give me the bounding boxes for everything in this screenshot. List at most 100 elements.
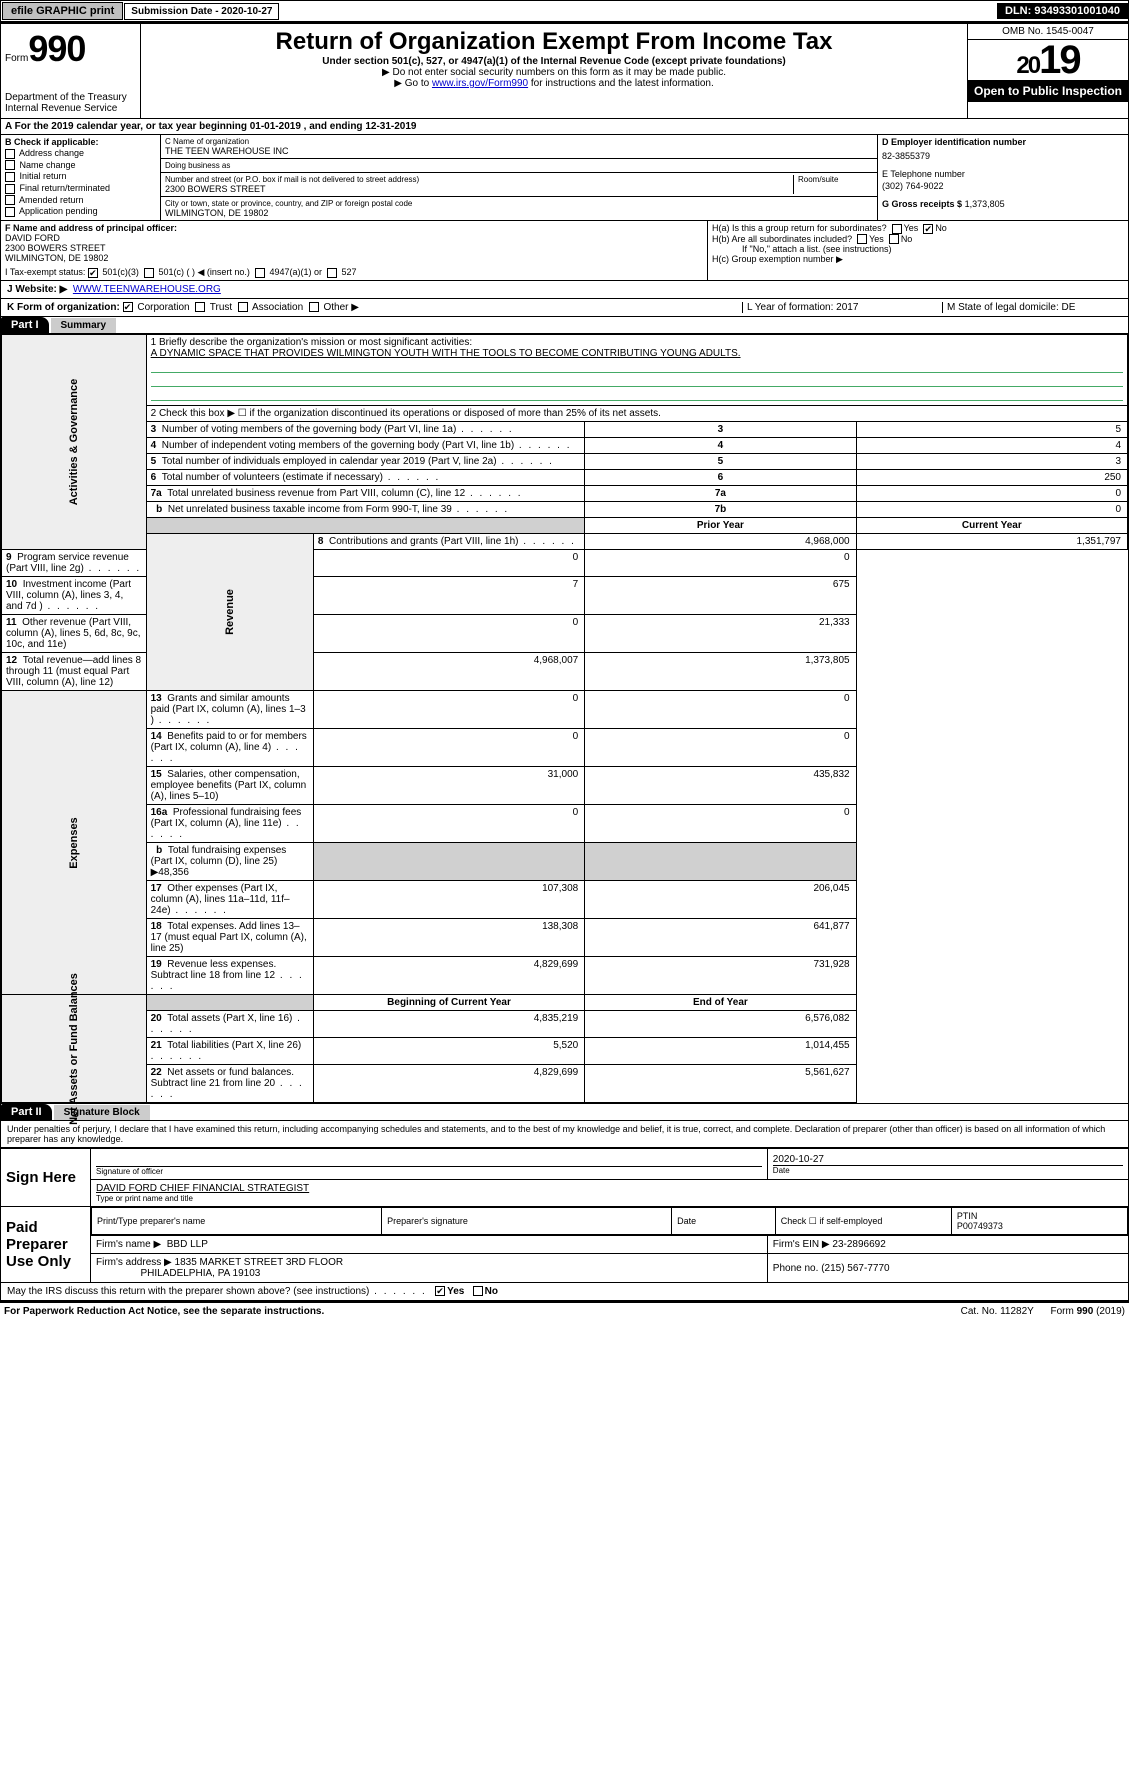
sign-date: 2020-10-27 xyxy=(773,1154,1123,1165)
firm-phone-label: Phone no. xyxy=(773,1263,819,1274)
form-subtitle: Under section 501(c), 527, or 4947(a)(1)… xyxy=(147,56,961,67)
begin-year-hdr: Beginning of Current Year xyxy=(313,995,584,1011)
part-ii-container: Part II Signature Block xyxy=(0,1104,1129,1121)
year-column: OMB No. 1545-0047 2019 Open to Public In… xyxy=(968,24,1128,118)
cb-hb-yes[interactable] xyxy=(857,234,867,244)
signature-table: Sign Here Signature of officer 2020-10-2… xyxy=(0,1148,1129,1283)
cb-527[interactable] xyxy=(327,268,337,278)
ptin-value: P00749373 xyxy=(957,1221,1003,1231)
current-year-hdr: Current Year xyxy=(856,518,1127,534)
dba-label: Doing business as xyxy=(165,161,873,170)
side-governance: Activities & Governance xyxy=(2,335,147,550)
addr-value: 2300 BOWERS STREET xyxy=(165,184,793,194)
cb-address-change[interactable]: Address change xyxy=(5,148,156,159)
discuss-label: May the IRS discuss this return with the… xyxy=(7,1286,427,1297)
open-to-public: Open to Public Inspection xyxy=(968,80,1128,102)
h-a-label: H(a) Is this a group return for subordin… xyxy=(712,223,887,233)
cb-4947[interactable] xyxy=(255,268,265,278)
officer-printed-name: DAVID FORD CHIEF FINANCIAL STRATEGIST xyxy=(96,1183,1123,1194)
firm-ein-label: Firm's EIN ▶ xyxy=(773,1239,830,1250)
org-name: THE TEEN WAREHOUSE INC xyxy=(165,146,873,156)
box-deg: D Employer identification number 82-3855… xyxy=(878,135,1128,220)
cb-discuss-yes[interactable] xyxy=(435,1286,445,1296)
cb-hb-no[interactable] xyxy=(889,234,899,244)
cb-ha-yes[interactable] xyxy=(892,224,902,234)
row-j: J Website: ▶ WWW.TEENWAREHOUSE.ORG xyxy=(0,281,1129,299)
form-note-2: ▶ Go to www.irs.gov/Form990 for instruct… xyxy=(147,78,961,89)
officer-name: DAVID FORD xyxy=(5,233,60,243)
box-f: F Name and address of principal officer:… xyxy=(1,221,708,280)
officer-addr1: 2300 BOWERS STREET xyxy=(5,243,106,253)
note2-pre: ▶ Go to xyxy=(394,78,432,89)
cb-other[interactable] xyxy=(309,302,319,312)
row-l: L Year of formation: 2017 xyxy=(742,302,942,313)
website-link[interactable]: WWW.TEENWAREHOUSE.ORG xyxy=(73,284,221,295)
box-b: B Check if applicable: Address change Na… xyxy=(1,135,161,220)
h-b-note: If "No," attach a list. (see instruction… xyxy=(712,244,1124,254)
dln-label: DLN: 93493301001040 xyxy=(997,3,1128,19)
form-number-block: Form990 Department of the Treasury Inter… xyxy=(1,24,141,118)
section-fh: F Name and address of principal officer:… xyxy=(0,221,1129,281)
part-i-tag: Part I xyxy=(1,317,49,333)
cb-501c[interactable] xyxy=(144,268,154,278)
firm-city: PHILADELPHIA, PA 19103 xyxy=(140,1268,260,1279)
cb-assoc[interactable] xyxy=(238,302,248,312)
ein-value: 82-3855379 xyxy=(882,151,1124,161)
h-b-label: H(b) Are all subordinates included? xyxy=(712,234,852,244)
gross-receipts-value: 1,373,805 xyxy=(965,199,1005,209)
line-a: A For the 2019 calendar year, or tax yea… xyxy=(0,119,1129,135)
sign-here-label: Sign Here xyxy=(1,1149,91,1207)
officer-addr2: WILMINGTON, DE 19802 xyxy=(5,253,108,263)
type-name-label: Type or print name and title xyxy=(96,1194,1123,1203)
irs-link[interactable]: www.irs.gov/Form990 xyxy=(432,78,528,89)
officer-label: F Name and address of principal officer: xyxy=(5,223,177,233)
prep-name-label: Print/Type preparer's name xyxy=(92,1208,382,1235)
row-i: I Tax-exempt status: 501(c)(3) 501(c) ( … xyxy=(5,267,703,278)
part-i-container: Part I Summary Activities & Governance 1… xyxy=(0,317,1129,1104)
cb-application-pending[interactable]: Application pending xyxy=(5,206,156,217)
city-label: City or town, state or province, country… xyxy=(165,199,873,208)
org-name-label: C Name of organization xyxy=(165,137,873,146)
cb-final-return[interactable]: Final return/terminated xyxy=(5,183,156,194)
q2-label: 2 Check this box ▶ ☐ if the organization… xyxy=(146,406,1127,422)
mission-text: A DYNAMIC SPACE THAT PROVIDES WILMINGTON… xyxy=(151,348,1123,359)
box-h: H(a) Is this a group return for subordin… xyxy=(708,221,1128,280)
firm-phone: (215) 567-7770 xyxy=(821,1263,889,1274)
side-expenses: Expenses xyxy=(2,691,147,995)
form-word: Form xyxy=(5,53,28,64)
addr-label: Number and street (or P.O. box if mail i… xyxy=(165,175,793,184)
cb-501c3[interactable] xyxy=(88,268,98,278)
sig-officer-label: Signature of officer xyxy=(96,1166,762,1176)
declaration-text: Under penalties of perjury, I declare th… xyxy=(0,1121,1129,1148)
firm-name: BBD LLP xyxy=(167,1239,208,1250)
paid-preparer-label: Paid Preparer Use Only xyxy=(1,1207,91,1283)
self-emp-label: Check ☐ if self-employed xyxy=(775,1208,951,1235)
cb-trust[interactable] xyxy=(195,302,205,312)
row-klm: K Form of organization: Corporation Trus… xyxy=(0,299,1129,317)
row-m: M State of legal domicile: DE xyxy=(942,302,1122,313)
cb-corp[interactable] xyxy=(123,302,133,312)
cb-name-change[interactable]: Name change xyxy=(5,160,156,171)
cb-discuss-no[interactable] xyxy=(473,1286,483,1296)
top-toolbar: efile GRAPHIC print Submission Date - 20… xyxy=(0,0,1129,22)
cb-amended-return[interactable]: Amended return xyxy=(5,195,156,206)
footer: For Paperwork Reduction Act Notice, see … xyxy=(0,1301,1129,1320)
efile-print-button[interactable]: efile GRAPHIC print xyxy=(2,2,123,20)
form-title: Return of Organization Exempt From Incom… xyxy=(147,28,961,56)
prior-year-hdr: Prior Year xyxy=(585,518,856,534)
gross-receipts: G Gross receipts $ 1,373,805 xyxy=(882,199,1124,209)
q1-label: 1 Briefly describe the organization's mi… xyxy=(151,337,1123,348)
form-header: Form990 Department of the Treasury Inter… xyxy=(0,22,1129,119)
cb-initial-return[interactable]: Initial return xyxy=(5,171,156,182)
end-year-hdr: End of Year xyxy=(585,995,856,1011)
note2-post: for instructions and the latest informat… xyxy=(528,78,714,89)
cb-ha-no[interactable] xyxy=(923,224,933,234)
footer-right: Form 990 (2019) xyxy=(1051,1306,1125,1317)
phone-value: (302) 764-9022 xyxy=(882,181,1124,191)
form-note-1: ▶ Do not enter social security numbers o… xyxy=(147,67,961,78)
phone-label: E Telephone number xyxy=(882,169,1124,179)
box-b-label: B Check if applicable: xyxy=(5,137,99,147)
footer-left: For Paperwork Reduction Act Notice, see … xyxy=(4,1306,324,1317)
part-i-table: Activities & Governance 1 Briefly descri… xyxy=(1,334,1128,1103)
discuss-row: May the IRS discuss this return with the… xyxy=(0,1283,1129,1301)
